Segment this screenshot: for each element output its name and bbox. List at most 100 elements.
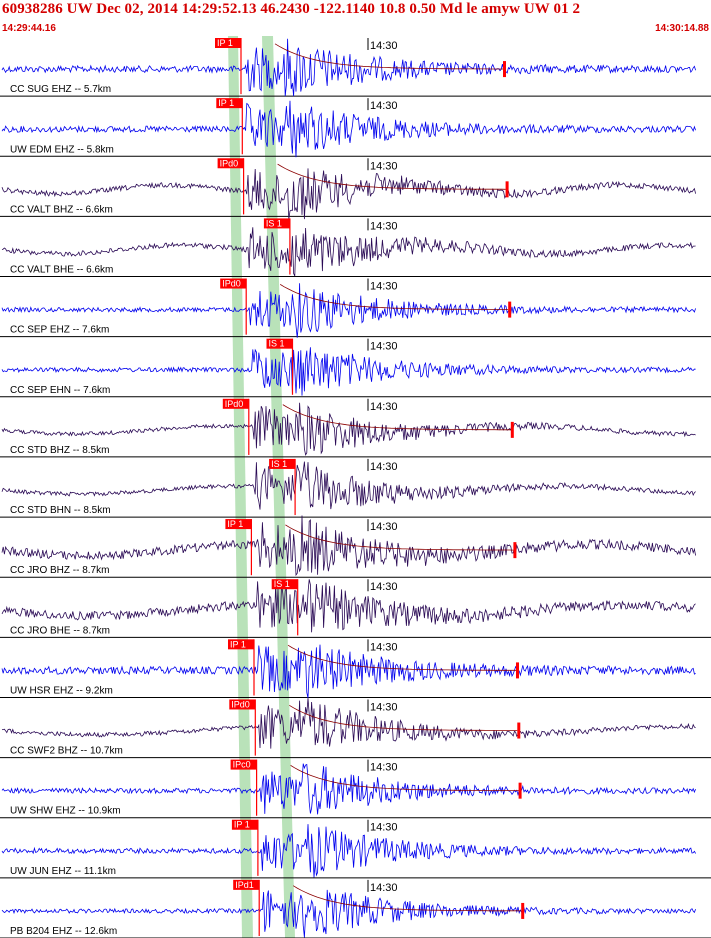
time-tick-label: 14:30 xyxy=(370,281,398,293)
trace-row: 14:30 IPd0 CC VALT BHZ -- 6.6km xyxy=(0,158,711,220)
pick-label: IP 1 xyxy=(217,38,233,48)
pick-box[interactable] xyxy=(215,38,241,48)
waveform xyxy=(1,38,696,97)
trace-row: 14:30 IPd1 PB B204 EHZ -- 12.6km xyxy=(0,879,711,938)
pick-box[interactable] xyxy=(216,98,243,109)
coda-curve xyxy=(285,524,514,551)
trace-row: 14:30 IS 1 CC VALT BHE -- 6.6km xyxy=(0,218,711,278)
pick-box[interactable] xyxy=(225,519,252,530)
time-tick-label: 14:30 xyxy=(370,882,398,894)
trace-row: 14:30 IS 1 CC SEP EHN -- 7.6km xyxy=(0,338,711,398)
station-label: CC JRO BHZ -- 8.7km xyxy=(10,565,109,576)
event-title: 60938286 UW Dec 02, 2014 14:29:52.13 46.… xyxy=(2,1,581,17)
time-tick-label: 14:30 xyxy=(370,100,398,112)
station-label: UW HSR EHZ -- 9.2km xyxy=(10,685,113,696)
trace-row: 14:30 IPd0 CC STD BHZ -- 8.5km xyxy=(0,398,711,458)
pick-box[interactable] xyxy=(271,579,298,590)
seismogram-svg: 14:30 IP 1 CC SUG EHZ -- 5.7km 14:30 IP 1 UW … xyxy=(0,36,711,938)
station-label: UW SHW EHZ -- 10.9km xyxy=(10,806,121,817)
trace-row: 14:30 IPc0 UW SHW EHZ -- 10.9km xyxy=(0,759,711,819)
pick-box[interactable] xyxy=(222,398,249,409)
time-tick-label: 14:30 xyxy=(370,160,398,172)
pick-box[interactable] xyxy=(269,458,296,469)
pick-label: IS 1 xyxy=(274,579,290,589)
coda-end-marker xyxy=(513,542,517,559)
window-end-time: 14:30:14.88 xyxy=(655,23,709,34)
pick-label: IPd0 xyxy=(225,399,244,409)
pick-box[interactable] xyxy=(220,278,247,289)
pick-box[interactable] xyxy=(230,759,257,770)
pick-label: IPd0 xyxy=(220,158,239,168)
pick-label: IPd0 xyxy=(222,279,241,289)
trace-row: 14:30 IPd0 CC SWF2 BHZ -- 10.7km xyxy=(0,698,711,759)
time-tick-label: 14:30 xyxy=(370,701,398,713)
station-label: CC SUG EHZ -- 5.7km xyxy=(10,84,111,95)
time-tick-label: 14:30 xyxy=(370,220,398,232)
pick-box[interactable] xyxy=(231,819,258,830)
coda-end-marker xyxy=(503,61,506,78)
pick-box[interactable] xyxy=(229,699,256,710)
pick-box[interactable] xyxy=(233,879,260,890)
waveform xyxy=(1,515,696,577)
station-label: UW JUN EHZ -- 11.1km xyxy=(10,866,116,877)
coda-curve xyxy=(290,765,519,791)
station-label: CC STD BHZ -- 8.5km xyxy=(10,445,109,456)
coda-end-marker xyxy=(521,902,525,919)
pick-label: IP 1 xyxy=(234,820,250,830)
station-label: CC VALT BHE -- 6.6km xyxy=(10,265,113,276)
station-label: CC JRO BHE -- 8.7km xyxy=(10,625,110,636)
trace-row: 14:30 IP 1 CC JRO BHZ -- 8.7km xyxy=(0,515,711,578)
trace-row: 14:30 IP 1 UW HSR EHZ -- 9.2km xyxy=(0,639,711,699)
waveform xyxy=(1,402,696,456)
coda-curve xyxy=(282,404,511,431)
event-header: 60938286 UW Dec 02, 2014 14:29:52.13 46.… xyxy=(0,0,711,36)
pick-label: IS 1 xyxy=(271,459,287,469)
waveform xyxy=(1,461,696,510)
trace-row: 14:30 IP 1 CC SUG EHZ -- 5.7km xyxy=(0,38,711,97)
time-tick-label: 14:30 xyxy=(370,822,398,834)
pick-box[interactable] xyxy=(217,158,244,169)
pick-box[interactable] xyxy=(228,639,254,650)
time-tick-label: 14:30 xyxy=(370,40,398,52)
station-label: CC VALT BHZ -- 6.6km xyxy=(10,204,113,215)
coda-curve xyxy=(292,885,522,912)
s-arrival-band xyxy=(262,36,295,938)
time-tick-label: 14:30 xyxy=(370,762,398,774)
waveform xyxy=(1,283,696,338)
pick-box[interactable] xyxy=(266,338,293,349)
station-label: CC STD BHN -- 8.5km xyxy=(10,505,111,516)
coda-end-marker xyxy=(505,181,509,198)
pick-label: IS 1 xyxy=(266,218,282,228)
pick-label: IPc0 xyxy=(233,760,251,770)
time-tick-label: 14:30 xyxy=(370,401,398,413)
coda-curve xyxy=(277,163,506,190)
trace-row: 14:30 IPd0 CC SEP EHZ -- 7.6km xyxy=(0,278,711,338)
waveform xyxy=(1,698,696,749)
time-tick-label: 14:30 xyxy=(370,341,398,353)
pick-label: IPd1 xyxy=(235,880,254,890)
station-label: UW EDM EHZ -- 5.8km xyxy=(10,144,114,155)
trace-row: 14:30 IS 1 CC STD BHN -- 8.5km xyxy=(0,458,711,518)
waveform xyxy=(1,889,696,938)
window-start-time: 14:29:44.16 xyxy=(2,23,56,34)
station-label: CC SWF2 BHZ -- 10.7km xyxy=(10,746,123,757)
waveform xyxy=(1,168,696,220)
coda-end-marker xyxy=(516,662,519,679)
waveform xyxy=(1,579,696,633)
pick-label: IP 1 xyxy=(218,98,234,108)
pick-box[interactable] xyxy=(263,218,290,229)
time-tick-label: 14:30 xyxy=(370,581,398,593)
trace-row: 14:30 IS 1 CC JRO BHE -- 8.7km xyxy=(0,579,711,638)
trace-row: 14:30 IP 1 UW JUN EHZ -- 11.1km xyxy=(0,819,711,879)
waveform xyxy=(1,824,696,878)
waveform xyxy=(1,227,696,277)
station-label: CC SEP EHZ -- 7.6km xyxy=(10,325,109,336)
pick-label: IP 1 xyxy=(227,519,243,529)
time-tick-label: 14:30 xyxy=(370,521,398,533)
coda-end-marker xyxy=(518,782,522,799)
pick-label: IS 1 xyxy=(269,339,285,349)
waveform xyxy=(1,763,696,815)
station-label: CC SEP EHN -- 7.6km xyxy=(10,385,110,396)
pick-label: IPd0 xyxy=(231,699,250,709)
time-tick-label: 14:30 xyxy=(370,461,398,473)
